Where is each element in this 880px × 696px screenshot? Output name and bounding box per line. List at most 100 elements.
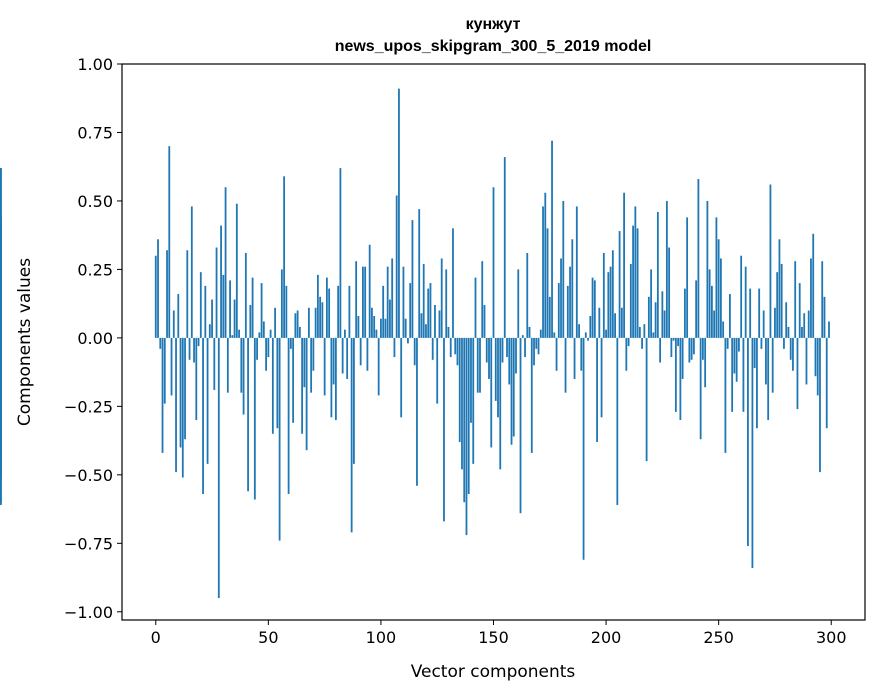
bar: [566, 285, 569, 338]
bar: [474, 277, 477, 338]
y-tick-label: −0.75: [64, 534, 113, 553]
bar: [724, 337, 727, 453]
bar: [589, 315, 592, 338]
bar: [222, 274, 225, 338]
bar: [449, 337, 452, 358]
bar: [643, 324, 646, 338]
bar: [506, 337, 508, 358]
bar: [456, 337, 459, 366]
bar: [235, 203, 238, 338]
bar: [445, 269, 448, 338]
bar: [573, 337, 576, 379]
bar: [485, 337, 488, 363]
bar: [452, 228, 454, 338]
bar: [0, 337, 2, 412]
bar: [665, 200, 668, 338]
bar: [704, 337, 707, 388]
bar: [713, 310, 716, 338]
bar: [280, 269, 283, 338]
y-tick-label: 0.75: [77, 123, 113, 142]
bar: [515, 337, 517, 374]
bar: [175, 337, 177, 473]
bar: [686, 217, 689, 338]
bar: [767, 337, 770, 421]
bar: [321, 302, 324, 338]
bar: [404, 318, 407, 338]
bar: [560, 258, 562, 338]
bar: [395, 195, 398, 338]
plot-frame: [121, 63, 866, 621]
bar: [330, 337, 333, 418]
bar: [571, 239, 574, 338]
bar: [310, 337, 313, 393]
bar: [740, 255, 743, 338]
bar: [776, 272, 779, 338]
bar: [792, 337, 794, 371]
bar: [398, 88, 400, 338]
bar: [699, 337, 702, 440]
bar: [810, 258, 812, 338]
bar: [434, 305, 436, 338]
bar: [756, 337, 758, 429]
bar: [391, 258, 394, 338]
bar: [670, 337, 673, 358]
bar: [751, 337, 754, 568]
bar: [287, 337, 290, 495]
bar: [668, 247, 671, 338]
bar: [535, 337, 538, 349]
bar: [697, 179, 700, 338]
bar: [262, 321, 265, 338]
bar: [409, 283, 412, 338]
bar: [334, 337, 337, 421]
bar: [425, 324, 427, 338]
bar: [591, 277, 594, 338]
bar: [692, 337, 695, 355]
bar: [656, 211, 659, 338]
bar: [393, 337, 396, 358]
bar: [303, 337, 306, 388]
bar: [524, 337, 526, 358]
bar: [440, 258, 443, 338]
bar: [494, 337, 497, 401]
bar: [528, 326, 531, 338]
bar: [373, 315, 376, 338]
bar: [553, 332, 556, 338]
bar: [758, 288, 761, 338]
bar: [807, 310, 810, 338]
bar: [359, 337, 362, 366]
bar: [564, 337, 567, 393]
bar: [726, 337, 729, 349]
bar: [638, 326, 641, 338]
bar: [542, 206, 544, 338]
bar: [825, 337, 828, 429]
bar: [562, 200, 565, 338]
bar: [163, 337, 166, 404]
bar: [307, 307, 310, 338]
bar: [443, 337, 445, 522]
bar: [828, 321, 830, 338]
y-axis-ticks: 1.00 0.75 0.50 0.25 0.00 −0.25 −0.50 −0.75 −1.00: [64, 55, 122, 622]
bar: [416, 337, 418, 486]
bar: [389, 299, 391, 338]
bar: [618, 231, 621, 338]
bar: [735, 337, 738, 382]
bar: [688, 337, 691, 363]
chart-title: кунжут: [466, 16, 521, 33]
bar: [679, 337, 682, 421]
bar: [816, 337, 819, 396]
bar: [470, 337, 472, 423]
bar: [364, 266, 367, 338]
bar: [371, 307, 373, 338]
bar: [548, 296, 551, 338]
bar: [319, 296, 322, 338]
bar: [742, 337, 745, 412]
bar: [614, 313, 616, 338]
bar: [301, 337, 304, 434]
bar: [339, 168, 342, 338]
bar: [503, 157, 506, 338]
bar: [265, 337, 267, 371]
bar: [271, 337, 274, 434]
bar: [616, 337, 619, 505]
bar: [341, 337, 344, 374]
bar: [582, 337, 585, 560]
